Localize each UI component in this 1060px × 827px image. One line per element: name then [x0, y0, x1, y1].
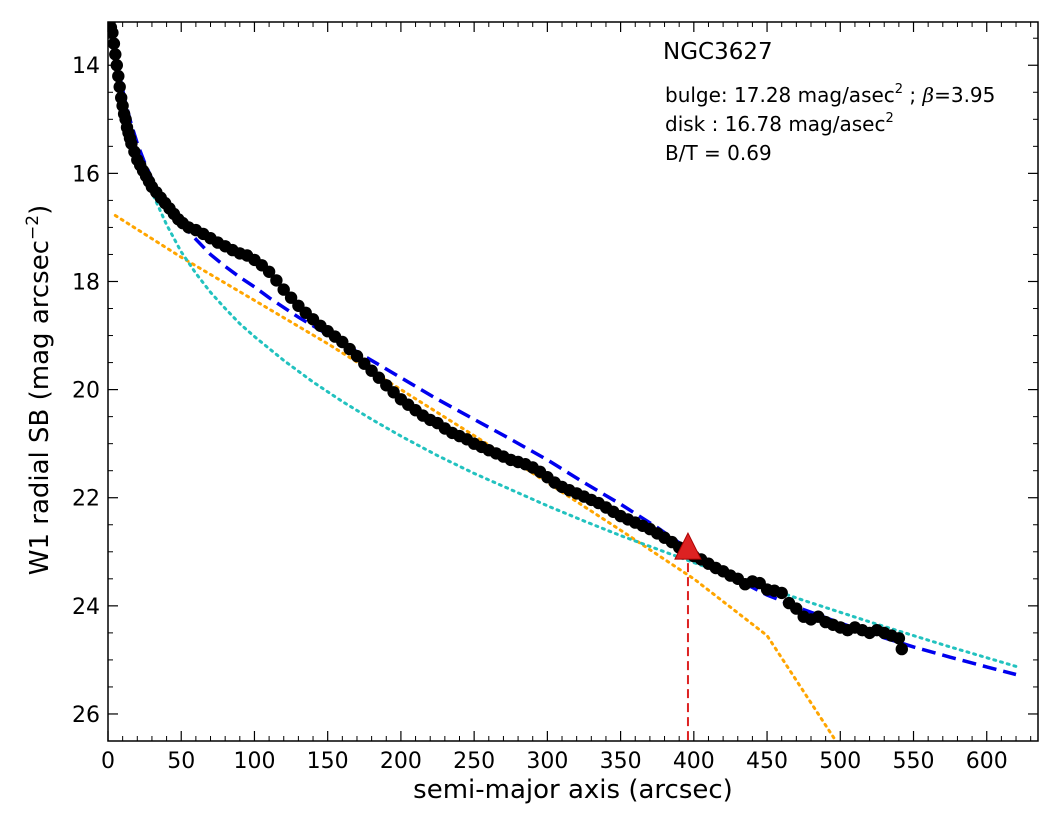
x-axis-label: semi-major axis (arcsec) — [413, 775, 733, 805]
observed-point — [108, 26, 119, 39]
bulge-annotation-superscript: 2 — [895, 82, 903, 97]
x-tick-label: 100 — [233, 749, 275, 774]
beta-value: =3.95 — [934, 83, 995, 107]
ticks-layer: 0 50 100 150 200 250 300 350 400 450 500 550 600 14 16… — [72, 22, 1038, 774]
y-tick-label: 18 — [72, 270, 100, 295]
y-tick-label: 20 — [72, 379, 100, 404]
transition-marker-layer — [674, 531, 702, 741]
chart-title: NGC3627 — [663, 39, 773, 65]
y-tick-label: 16 — [72, 162, 100, 187]
x-tick-label: 450 — [746, 749, 788, 774]
observed-point — [270, 274, 283, 287]
transition-marker — [674, 531, 702, 560]
x-tick-label: 400 — [673, 749, 715, 774]
bulge-annotation-separator: ; — [903, 83, 922, 107]
plot-frame — [107, 21, 1039, 742]
disk-annotation-superscript: 2 — [885, 111, 893, 126]
observed-point — [109, 48, 122, 61]
y-tick-label: 26 — [72, 703, 100, 728]
observed-point — [108, 37, 121, 50]
disk-annotation: disk : 16.78 mag/asec2 — [665, 111, 894, 136]
x-tick-label: 550 — [893, 749, 935, 774]
observed-point — [112, 69, 125, 83]
observed-point — [284, 291, 298, 304]
observed-point — [790, 602, 803, 615]
disk-component-line — [113, 214, 838, 741]
x-tick-label: 250 — [453, 749, 495, 774]
observed-points-layer — [108, 22, 908, 656]
y-axis-label: W1 radial SB (mag arcsec−2) — [23, 205, 55, 575]
observed-point — [892, 632, 906, 645]
observed-point — [262, 265, 276, 278]
observed-point — [277, 283, 290, 296]
x-tick-label: 200 — [380, 749, 422, 774]
bulge-annotation-text: bulge: 17.28 mag/asec — [665, 83, 895, 107]
x-tick-label: 500 — [819, 749, 861, 774]
observed-point — [372, 371, 386, 384]
y-axis-label-main: W1 radial SB (mag arcsec — [25, 240, 55, 575]
x-tick-label: 0 — [101, 749, 115, 774]
observed-point — [895, 642, 908, 656]
bulge-annotation: bulge: 17.28 mag/asec2 ; β=3.95 — [665, 82, 995, 107]
observed-point — [775, 586, 788, 600]
x-tick-label: 150 — [307, 749, 349, 774]
x-tick-label: 300 — [526, 749, 568, 774]
bt-annotation: B/T = 0.69 — [665, 141, 772, 165]
y-axis-label-superscript: −2 — [23, 215, 43, 240]
x-tick-label: 50 — [167, 749, 195, 774]
bulge-component-line — [113, 52, 1018, 668]
y-tick-label: 14 — [72, 54, 100, 79]
disk-annotation-text: disk : 16.78 mag/asec — [665, 112, 885, 136]
x-tick-label: 600 — [966, 749, 1008, 774]
y-tick-label: 22 — [72, 487, 100, 512]
x-tick-label: 350 — [600, 749, 642, 774]
y-tick-label: 24 — [72, 595, 100, 620]
observed-point — [113, 80, 126, 94]
beta-symbol: β — [922, 83, 935, 107]
y-axis-label-close: ) — [25, 205, 55, 215]
